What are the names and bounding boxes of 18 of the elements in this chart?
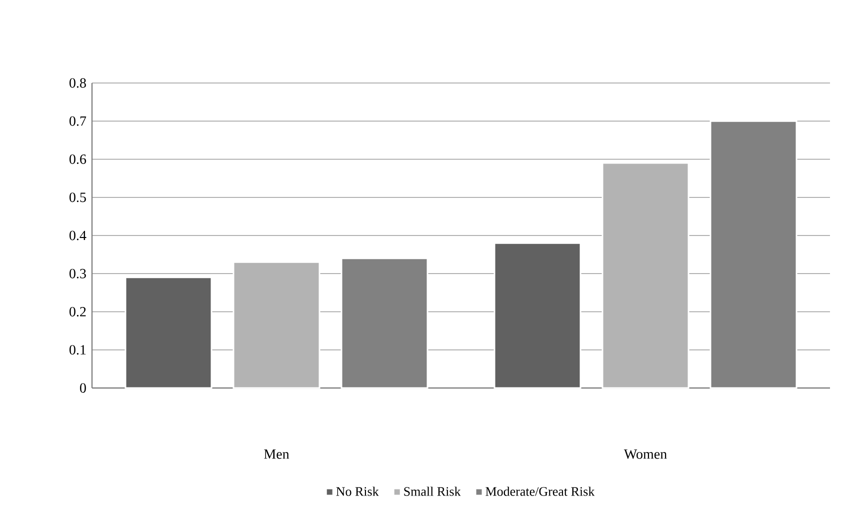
y-tick-label: 0.1 bbox=[70, 345, 86, 355]
bar bbox=[124, 276, 212, 389]
y-tick-label: 0.4 bbox=[70, 230, 86, 240]
bar bbox=[232, 261, 320, 389]
legend-label: Small Risk bbox=[404, 486, 461, 496]
y-tick-label: 0.5 bbox=[70, 192, 86, 202]
legend-label: Moderate/Great Risk bbox=[486, 486, 595, 496]
x-tick-label: Women bbox=[624, 450, 667, 459]
bar bbox=[602, 162, 690, 389]
legend-label: No Risk bbox=[336, 486, 379, 496]
y-tick-label: 0.2 bbox=[70, 306, 86, 316]
y-tick-label: 0.3 bbox=[70, 268, 86, 278]
x-tick-label: Men bbox=[264, 450, 290, 459]
y-tick-label: 0.8 bbox=[70, 78, 86, 88]
y-tick-label: 0 bbox=[80, 383, 86, 393]
y-tick-label: 0.7 bbox=[70, 116, 86, 126]
bar bbox=[494, 242, 582, 389]
y-tick-label: 0.6 bbox=[70, 154, 86, 164]
